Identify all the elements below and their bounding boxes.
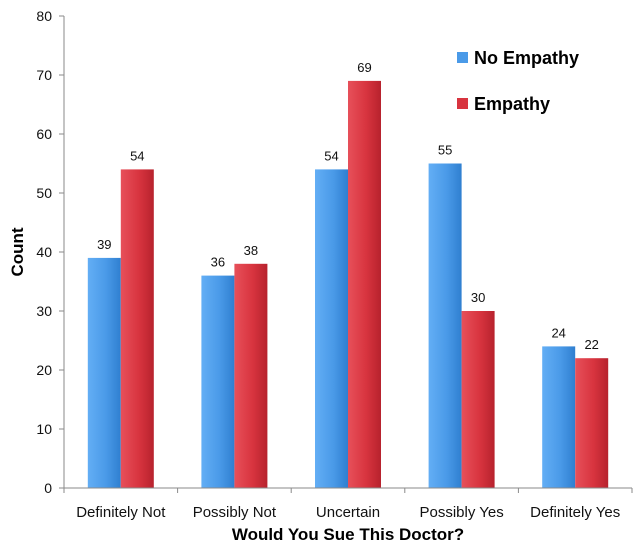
legend-label-empathy: Empathy xyxy=(474,94,550,114)
bar-no-empathy-definitely-not xyxy=(87,257,121,488)
data-label-no-empathy-definitely-not: 39 xyxy=(97,237,111,252)
y-tick-label: 20 xyxy=(36,362,52,378)
data-label-empathy-definitely-not: 54 xyxy=(130,148,144,163)
bar-empathy-uncertain xyxy=(348,80,381,489)
bar-empathy-possibly-not xyxy=(234,263,268,488)
data-label-empathy-possibly-not: 38 xyxy=(244,243,258,258)
y-tick-label: 50 xyxy=(36,185,52,201)
legend: No Empathy Empathy xyxy=(457,48,579,114)
y-tick-label: 0 xyxy=(44,480,52,496)
data-label-no-empathy-uncertain: 54 xyxy=(324,148,338,163)
y-tick-label: 60 xyxy=(36,126,52,142)
data-label-no-empathy-possibly-yes: 55 xyxy=(438,143,452,158)
x-tick-label-possibly-yes: Possibly Yes xyxy=(419,504,503,521)
y-tick-label: 40 xyxy=(36,244,52,260)
bar-no-empathy-possibly-yes xyxy=(428,163,462,488)
data-label-no-empathy-definitely-yes: 24 xyxy=(551,325,565,340)
data-label-empathy-definitely-yes: 22 xyxy=(584,337,598,352)
x-tick-labels: Definitely Not Possibly Not Uncertain Possi… xyxy=(63,488,633,521)
bar-no-empathy-uncertain xyxy=(315,169,348,488)
x-tick-label-definitely-not: Definitely Not xyxy=(76,504,166,521)
bars-layer xyxy=(87,80,609,489)
y-tick-label: 10 xyxy=(36,421,52,437)
legend-label-no-empathy: No Empathy xyxy=(474,48,579,68)
data-label-no-empathy-possibly-not: 36 xyxy=(211,255,225,270)
y-tick-label: 30 xyxy=(36,303,52,319)
y-tick-label: 70 xyxy=(36,67,52,83)
y-ticks: 0 10 20 30 40 50 60 70 80 xyxy=(36,8,64,496)
data-labels: 39 54 36 38 54 69 55 30 24 22 xyxy=(97,60,599,352)
bar-no-empathy-possibly-not xyxy=(201,275,235,488)
x-tick-label-uncertain: Uncertain xyxy=(316,504,380,521)
legend-swatch-no-empathy xyxy=(457,52,468,63)
x-tick-label-possibly-not: Possibly Not xyxy=(193,504,277,521)
x-tick-label-definitely-yes: Definitely Yes xyxy=(530,504,620,521)
bar-empathy-definitely-yes xyxy=(575,358,609,488)
x-axis-title: Would You Sue This Doctor? xyxy=(232,525,464,544)
bar-no-empathy-definitely-yes xyxy=(542,346,576,488)
bar-empathy-possibly-yes xyxy=(461,311,495,488)
y-axis-title: Count xyxy=(8,227,27,276)
y-tick-label: 80 xyxy=(36,8,52,24)
data-label-empathy-uncertain: 69 xyxy=(357,60,371,75)
bar-empathy-definitely-not xyxy=(120,169,154,488)
data-label-empathy-possibly-yes: 30 xyxy=(471,290,485,305)
legend-swatch-empathy xyxy=(457,98,468,109)
